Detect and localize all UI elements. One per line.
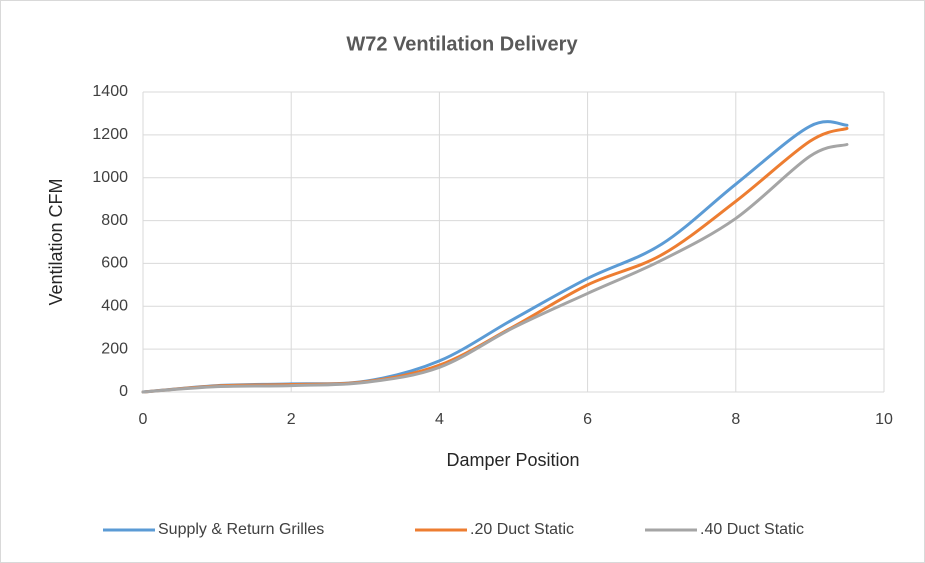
- y-tick-label: 1000: [92, 169, 128, 186]
- y-tick-label: 400: [101, 298, 128, 315]
- y-tick-label: 0: [119, 383, 128, 400]
- chart-title: W72 Ventilation Delivery: [346, 33, 578, 55]
- x-tick-label: 2: [287, 411, 296, 428]
- legend-label: .40 Duct Static: [700, 521, 804, 538]
- x-tick-label: 10: [875, 411, 893, 428]
- y-tick-label: 800: [101, 212, 128, 229]
- y-tick-label: 1200: [92, 126, 128, 143]
- x-tick-label: 6: [583, 411, 592, 428]
- y-tick-label: 200: [101, 340, 128, 357]
- legend-label: Supply & Return Grilles: [158, 521, 324, 538]
- y-tick-label: 600: [101, 255, 128, 272]
- series-line: [141, 143, 849, 394]
- x-tick-label: 4: [435, 411, 444, 428]
- x-axis-label: Damper Position: [446, 450, 579, 470]
- x-tick-label: 8: [731, 411, 740, 428]
- y-axis-label: Ventilation CFM: [46, 178, 66, 305]
- legend-label: .20 Duct Static: [470, 521, 574, 538]
- x-tick-label: 0: [139, 411, 148, 428]
- y-tick-label: 1400: [92, 83, 128, 100]
